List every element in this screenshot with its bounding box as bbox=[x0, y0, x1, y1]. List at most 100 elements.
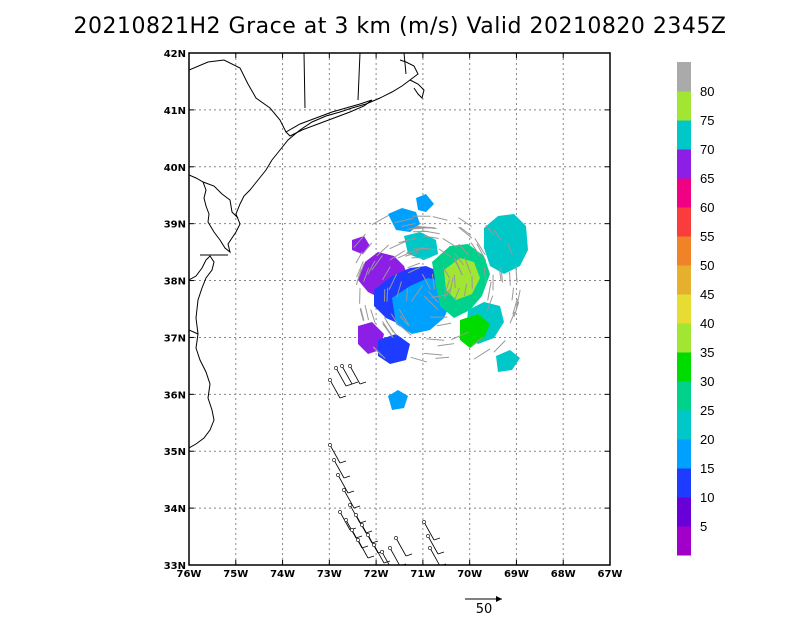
wind-vector bbox=[458, 243, 470, 256]
colorbar-label: 25 bbox=[700, 403, 714, 418]
wind-vector bbox=[415, 225, 436, 229]
wind-vector bbox=[406, 288, 409, 301]
cape-cod bbox=[409, 79, 425, 99]
colorbar-label: 55 bbox=[700, 229, 714, 244]
wind-barb bbox=[395, 537, 407, 557]
wind-barb bbox=[373, 544, 385, 564]
wind-region-green-south bbox=[460, 314, 490, 348]
wind-vector bbox=[408, 267, 420, 274]
lat-tick-label: 40N bbox=[164, 163, 186, 174]
wind-vector bbox=[398, 237, 417, 244]
colorbar-label: 30 bbox=[700, 374, 714, 389]
wind-barb bbox=[383, 560, 391, 564]
barb-station bbox=[422, 520, 426, 524]
wind-barb bbox=[343, 475, 351, 479]
axis-ticks: 76W 75W 74W 73W 72W 71W 70W 69W 68W 67W 33N 34N 35N 3… bbox=[164, 49, 623, 580]
lon-tick-label: 72W bbox=[364, 569, 389, 580]
barb-station bbox=[356, 538, 360, 542]
barb-station bbox=[354, 513, 358, 517]
wind-vector bbox=[498, 268, 502, 282]
wind-vector bbox=[399, 324, 412, 336]
colorbar-label: 70 bbox=[700, 142, 714, 157]
wind-vector bbox=[435, 356, 450, 359]
wind-vector bbox=[476, 243, 487, 262]
colorbar-label: 80 bbox=[700, 84, 714, 99]
wind-barb bbox=[355, 535, 363, 539]
barb-station bbox=[388, 546, 392, 550]
lon-tick-label: 67W bbox=[598, 569, 623, 580]
barb-station bbox=[334, 366, 338, 370]
colorbar-label: 10 bbox=[700, 490, 714, 505]
colorbar-segment bbox=[677, 323, 691, 353]
wind-vector bbox=[453, 257, 463, 275]
barb-station bbox=[344, 518, 348, 522]
wind-vector bbox=[442, 266, 451, 279]
wind-region-blue-sw bbox=[378, 334, 410, 364]
wind-barb bbox=[381, 551, 390, 565]
wind-vector bbox=[421, 273, 432, 290]
barb-station bbox=[394, 536, 398, 540]
wind-barb bbox=[333, 459, 345, 479]
wind-vector bbox=[390, 313, 399, 326]
wind-vector bbox=[381, 321, 394, 339]
lon-tick-label: 76W bbox=[177, 569, 202, 580]
wind-vector bbox=[401, 223, 416, 228]
wind-region-purple-sw bbox=[358, 322, 384, 354]
barb-station bbox=[350, 528, 354, 532]
wind-vector bbox=[463, 256, 472, 274]
barb-station bbox=[360, 523, 364, 527]
colorbar-label: 65 bbox=[700, 171, 714, 186]
colorbar-label: 45 bbox=[700, 287, 714, 302]
wind-barb bbox=[361, 545, 369, 549]
wind-barb bbox=[329, 379, 341, 399]
wind-barb bbox=[427, 535, 439, 555]
colorbar-segment bbox=[677, 410, 691, 440]
wind-vector bbox=[442, 288, 452, 300]
wind-vector bbox=[410, 356, 428, 363]
lon-tick-label: 73W bbox=[317, 569, 342, 580]
wind-vector bbox=[382, 266, 391, 281]
wind-vector bbox=[406, 226, 421, 230]
colorbar-label: 20 bbox=[700, 432, 714, 447]
wind-region-small-north bbox=[416, 194, 434, 212]
wind-barb bbox=[337, 474, 349, 494]
lon-tick-label: 75W bbox=[223, 569, 248, 580]
wind-vector bbox=[473, 348, 491, 360]
wind-vector bbox=[458, 226, 473, 239]
wind-vector bbox=[454, 252, 464, 266]
wind-vector bbox=[356, 261, 364, 278]
wind-vector bbox=[362, 242, 373, 255]
lon-tick-label: 74W bbox=[270, 569, 295, 580]
wind-barbs bbox=[328, 364, 447, 565]
wind-vector bbox=[423, 295, 439, 310]
wind-vector bbox=[353, 233, 366, 248]
wind-vector bbox=[398, 308, 410, 326]
lat-tick-label: 38N bbox=[164, 277, 186, 288]
wind-barb bbox=[429, 547, 440, 565]
wind-region-purple-n bbox=[352, 236, 370, 254]
wind-barb bbox=[365, 530, 373, 534]
barb-station bbox=[332, 458, 336, 462]
colorbar-segment bbox=[677, 526, 691, 556]
wind-barb bbox=[347, 490, 355, 494]
colorbar-label: 60 bbox=[700, 200, 714, 215]
colorbar-segment bbox=[677, 497, 691, 527]
wind-vector bbox=[486, 295, 494, 312]
wind-vector bbox=[483, 267, 487, 284]
wind-vector bbox=[438, 248, 452, 258]
lat-tick-label: 33N bbox=[164, 561, 186, 572]
lon-tick-label: 70W bbox=[457, 569, 482, 580]
lat-tick-label: 41N bbox=[164, 106, 186, 117]
wind-vector bbox=[509, 271, 511, 286]
wind-vector bbox=[515, 289, 521, 308]
wind-vector bbox=[463, 283, 468, 297]
wind-barb bbox=[359, 381, 367, 385]
lat-tick-label: 37N bbox=[164, 333, 186, 344]
wind-vector bbox=[507, 243, 513, 255]
wind-barb bbox=[345, 383, 353, 387]
wind-region-small-east bbox=[496, 350, 520, 372]
coastline bbox=[189, 59, 419, 254]
wind-barb bbox=[389, 547, 400, 565]
wind-vector bbox=[431, 294, 449, 299]
